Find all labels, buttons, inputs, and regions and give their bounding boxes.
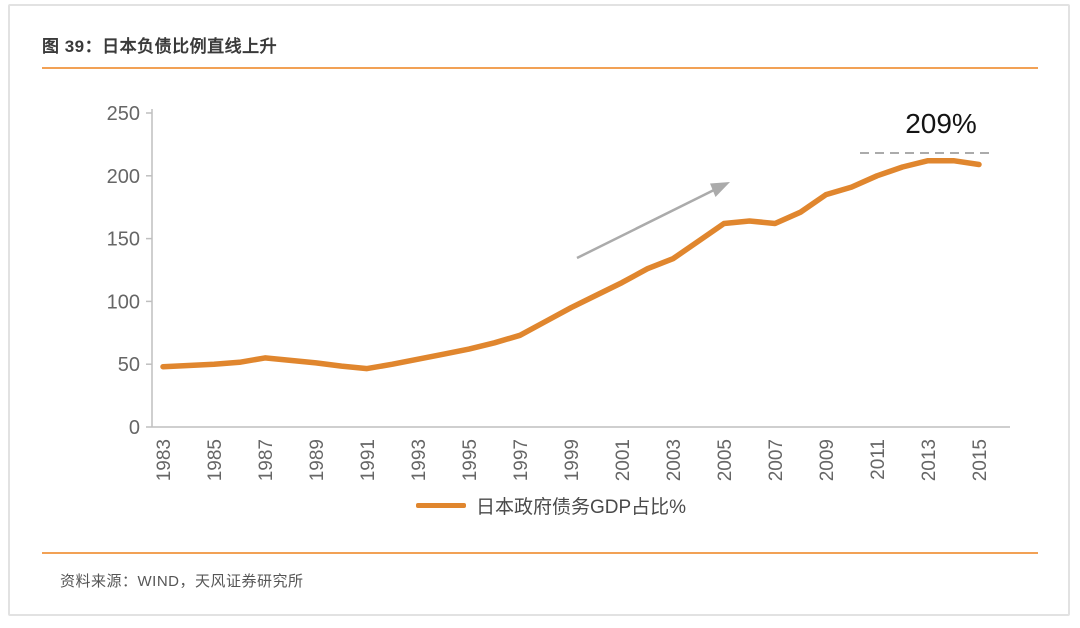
x-tick-label: 1983	[154, 439, 175, 481]
chart-area: 0 50 100 150 200 250 1983 1985 1987 1989 1991 1993 1…	[10, 6, 1068, 614]
x-tick-label: 2011	[868, 439, 889, 480]
footer-divider	[42, 552, 1038, 554]
figure-card: 图 39：日本负债比例直线上升 0 50 100 150 200 250 1983 1985 1…	[8, 4, 1070, 616]
legend-label: 日本政府债务GDP占比%	[475, 497, 687, 518]
x-tick-label: 2013	[919, 439, 940, 481]
y-tick-label: 150	[107, 229, 140, 251]
y-tick-label: 250	[107, 103, 140, 125]
y-tick-label: 50	[118, 354, 140, 376]
source-attribution: 资料来源：WIND，天风证券研究所	[60, 573, 304, 590]
x-tick-label: 2005	[715, 439, 736, 481]
x-tick-label: 1993	[409, 439, 430, 481]
trend-arrow-shaft	[576, 187, 718, 260]
x-tick-label: 1997	[511, 439, 532, 481]
y-tick-label: 200	[107, 166, 140, 188]
trend-arrow-head	[710, 182, 730, 197]
x-tick-label: 2001	[613, 439, 634, 481]
x-tick-label: 1987	[256, 439, 277, 481]
x-tick-label: 2015	[970, 439, 991, 481]
x-tick-label: 1995	[460, 439, 481, 481]
x-tick-label: 1985	[205, 439, 226, 481]
peak-value-label: 209%	[905, 108, 977, 139]
x-tick-label: 2009	[817, 439, 838, 481]
legend-line-swatch	[415, 503, 466, 508]
x-tick-label: 2003	[664, 439, 685, 481]
chart-canvas: 0 50 100 150 200 250 1983 1985 1987 1989 1991 1993 1…	[107, 103, 1010, 481]
chart-legend: 日本政府债务GDP占比%	[10, 492, 1068, 519]
debt-ratio-line	[160, 157, 982, 372]
x-tick-label: 1999	[562, 439, 583, 481]
x-tick-label: 1991	[358, 439, 379, 481]
y-tick-label: 100	[107, 291, 140, 313]
y-tick-label: 0	[129, 417, 140, 439]
x-tick-label: 1989	[307, 439, 328, 481]
title-divider	[42, 67, 1038, 69]
x-tick-label: 2007	[766, 439, 787, 481]
figure-title: 图 39：日本负债比例直线上升	[42, 37, 278, 56]
